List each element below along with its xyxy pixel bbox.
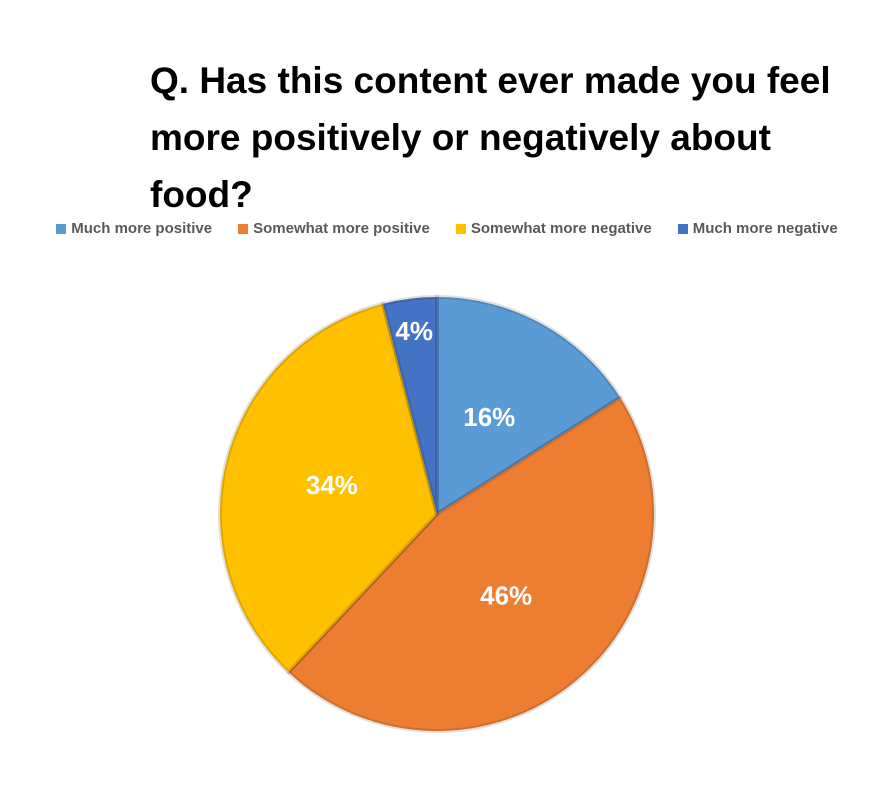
legend-swatch — [56, 223, 67, 234]
pie-slice — [381, 295, 439, 516]
pie-slice — [435, 295, 623, 516]
legend-swatch — [677, 223, 688, 234]
legend-label: Much more positive — [71, 220, 213, 237]
data-label: 16% — [463, 402, 515, 432]
legend-entry: Much more negative — [677, 220, 838, 237]
data-label: 34% — [306, 470, 358, 500]
legend-entry: Somewhat more negative — [455, 220, 652, 237]
legend-label: Somewhat more negative — [470, 220, 652, 237]
pie-slice — [218, 301, 439, 675]
legend-label: Much more negative — [692, 220, 838, 237]
data-label: 4% — [395, 316, 433, 346]
legend-swatch — [455, 223, 466, 234]
legend: Much more positive Somewhat more positive… — [0, 220, 894, 237]
legend-entry: Much more positive — [56, 220, 212, 237]
legend-label: Somewhat more positive — [253, 220, 430, 237]
chart-title: Q. Has this content ever made you feel m… — [150, 60, 831, 215]
legend-entry: Somewhat more positive — [238, 220, 430, 237]
data-label: 46% — [480, 580, 532, 610]
legend-swatch — [238, 223, 249, 234]
pie-slice — [286, 395, 656, 733]
